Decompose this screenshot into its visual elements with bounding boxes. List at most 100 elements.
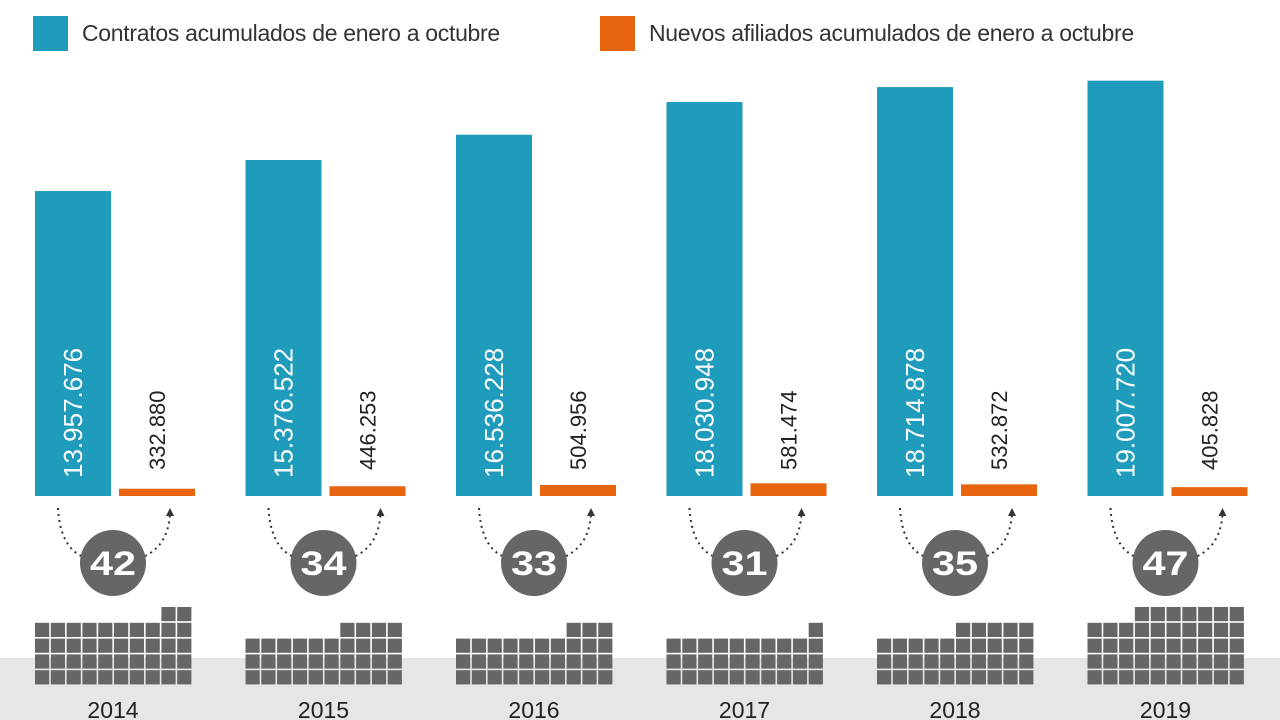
waffle-cell — [598, 638, 613, 653]
waffle-cell — [666, 670, 681, 685]
waffle-cell — [177, 638, 192, 653]
waffle-cell — [1134, 654, 1150, 669]
legend-label-affiliates: Nuevos afiliados acumulados de enero a o… — [649, 19, 1134, 46]
waffle-cell — [971, 654, 986, 669]
arrow-head-icon — [587, 508, 595, 516]
waffle-cell — [114, 670, 129, 685]
waffle-cell — [1198, 638, 1213, 653]
waffle-cell — [371, 638, 387, 653]
legend-item-affiliates: Nuevos afiliados acumulados de enero a o… — [600, 15, 1134, 51]
ratio-value: 31 — [722, 545, 768, 583]
waffle-cell — [324, 670, 339, 685]
arrow-head-icon — [376, 508, 385, 516]
waffle-cell — [340, 670, 355, 685]
waffle-cell — [161, 638, 176, 653]
waffle-cell — [1198, 607, 1213, 622]
waffle-cell — [987, 638, 1002, 653]
waffle-cell — [66, 654, 81, 669]
waffle-cell — [1003, 654, 1018, 669]
waffle-cell — [956, 622, 971, 637]
arrow-head-icon — [1008, 508, 1016, 516]
waffle-cell — [1150, 670, 1165, 685]
waffle-cell — [777, 638, 792, 653]
bar-label-contracts: 18.714.878 — [900, 348, 930, 478]
waffle-cell — [129, 654, 144, 669]
waffle-cell — [340, 622, 355, 637]
waffle-cell — [1229, 670, 1244, 685]
waffle-cell — [519, 638, 534, 653]
waffle-cell — [713, 670, 729, 685]
waffle-cell — [98, 654, 113, 669]
waffle-cell — [324, 654, 339, 669]
legend-item-contracts: Contratos acumulados de enero a octubre — [33, 15, 500, 51]
waffle-cell — [356, 654, 371, 669]
waffle-cell — [277, 654, 292, 669]
waffle-cell — [1150, 654, 1165, 669]
legend-swatch-contracts — [33, 15, 68, 51]
waffle-cell — [940, 638, 955, 653]
bar-affiliates — [540, 484, 616, 496]
dotted-arc-left — [899, 507, 924, 557]
waffle-cell — [535, 670, 550, 685]
waffle-cell — [177, 654, 192, 669]
waffle-cell — [1166, 607, 1181, 622]
legend-swatch-affiliates — [600, 15, 635, 51]
waffle-cell — [66, 638, 81, 653]
waffle-cell — [761, 654, 776, 669]
waffle-cell — [808, 670, 823, 685]
waffle-cell — [114, 622, 129, 637]
waffle-cell — [1198, 654, 1213, 669]
waffle-cell — [582, 654, 597, 669]
waffle-cell — [1003, 670, 1018, 685]
year-group-2015: 15.376.522 446.253 34 2015 — [245, 160, 406, 720]
ratio-value: 47 — [1143, 545, 1189, 583]
waffle-cell — [1229, 654, 1244, 669]
waffle-cell — [777, 670, 792, 685]
bar-label-affiliates: 446.253 — [356, 390, 381, 470]
waffle-cell — [598, 670, 613, 685]
waffle-cell — [808, 638, 823, 653]
year-group-2019: 19.007.720 405.828 47 2019 — [1087, 80, 1248, 720]
waffle-cell — [550, 638, 565, 653]
waffle-cell — [503, 670, 518, 685]
waffle-cell — [1213, 622, 1229, 637]
waffle-cell — [35, 638, 50, 653]
waffle-cell — [713, 638, 729, 653]
dotted-arc-right — [355, 513, 382, 557]
bar-contracts — [456, 134, 532, 496]
waffle-cell — [777, 654, 792, 669]
waffle-cell — [745, 638, 760, 653]
waffle-cell — [145, 670, 160, 685]
waffle-cell — [535, 654, 550, 669]
waffle-cell — [971, 622, 986, 637]
year-group-2014: 13.957.676 332.880 42 2014 — [35, 191, 195, 720]
waffle-cell — [1019, 638, 1034, 653]
dotted-arc-right — [565, 513, 592, 557]
waffle-cell — [666, 638, 681, 653]
waffle-cell — [1019, 654, 1034, 669]
year-label: 2016 — [508, 697, 559, 720]
year-label: 2015 — [298, 697, 349, 720]
waffle-cell — [892, 638, 907, 653]
bar-label-contracts: 13.957.676 — [58, 348, 88, 478]
waffle-cell — [82, 622, 97, 637]
waffle-cell — [471, 654, 486, 669]
waffle-cell — [503, 638, 518, 653]
waffle-cell — [892, 670, 907, 685]
waffle-cell — [1182, 622, 1197, 637]
waffle-cell — [1103, 638, 1118, 653]
waffle-cell — [261, 638, 276, 653]
waffle-cell — [245, 654, 260, 669]
bar-label-affiliates: 504.956 — [566, 390, 591, 470]
ratio-circle — [1132, 530, 1199, 596]
waffle-cell — [761, 638, 776, 653]
waffle-cell — [877, 670, 892, 685]
waffle-cell — [387, 670, 402, 685]
waffle-cell — [698, 670, 713, 685]
waffle-cell — [387, 654, 402, 669]
waffle-cell — [1213, 654, 1229, 669]
waffle-cell — [356, 670, 371, 685]
waffle-cell — [177, 670, 192, 685]
waffle-cell — [324, 638, 339, 653]
waffle-cell — [35, 654, 50, 669]
